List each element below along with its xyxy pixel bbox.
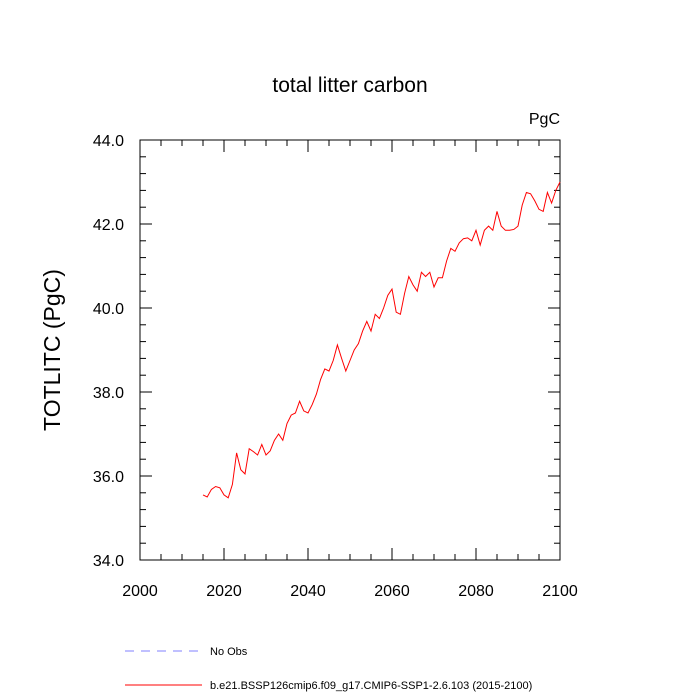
legend-label-model: b.e21.BSSP126cmip6.f09_g17.CMIP6-SSP1-2.… bbox=[210, 680, 532, 692]
y-axis-tick-labels: 34.0 36.0 38.0 40.0 42.0 44.0 bbox=[93, 133, 124, 570]
plot-frame bbox=[139, 139, 561, 561]
y-axis-ticks bbox=[140, 139, 560, 561]
series-layer bbox=[202, 181, 561, 499]
y-tick-label: 36.0 bbox=[93, 469, 124, 486]
x-tick-label: 2040 bbox=[290, 583, 326, 600]
y-tick-label: 34.0 bbox=[93, 553, 124, 570]
legend-label-no-obs: No Obs bbox=[210, 646, 248, 658]
x-axis-ticks bbox=[139, 140, 561, 560]
series-line-model bbox=[202, 181, 561, 499]
y-tick-label: 44.0 bbox=[93, 133, 124, 150]
y-tick-label: 38.0 bbox=[93, 385, 124, 402]
y-tick-label: 42.0 bbox=[93, 217, 124, 234]
x-tick-label: 2100 bbox=[542, 583, 578, 600]
x-tick-label: 2080 bbox=[458, 583, 494, 600]
legend: No Obs b.e21.BSSP126cmip6.f09_g17.CMIP6-… bbox=[125, 646, 532, 692]
x-axis-tick-labels: 2000 2020 2040 2060 2080 2100 bbox=[122, 583, 578, 600]
y-tick-label: 40.0 bbox=[93, 301, 124, 318]
y-axis-label: TOTLITC (PgC) bbox=[39, 269, 65, 431]
units-label: PgC bbox=[529, 111, 560, 128]
x-tick-label: 2000 bbox=[122, 583, 158, 600]
x-tick-label: 2020 bbox=[206, 583, 242, 600]
chart-title: total litter carbon bbox=[272, 74, 427, 97]
x-tick-label: 2060 bbox=[374, 583, 410, 600]
